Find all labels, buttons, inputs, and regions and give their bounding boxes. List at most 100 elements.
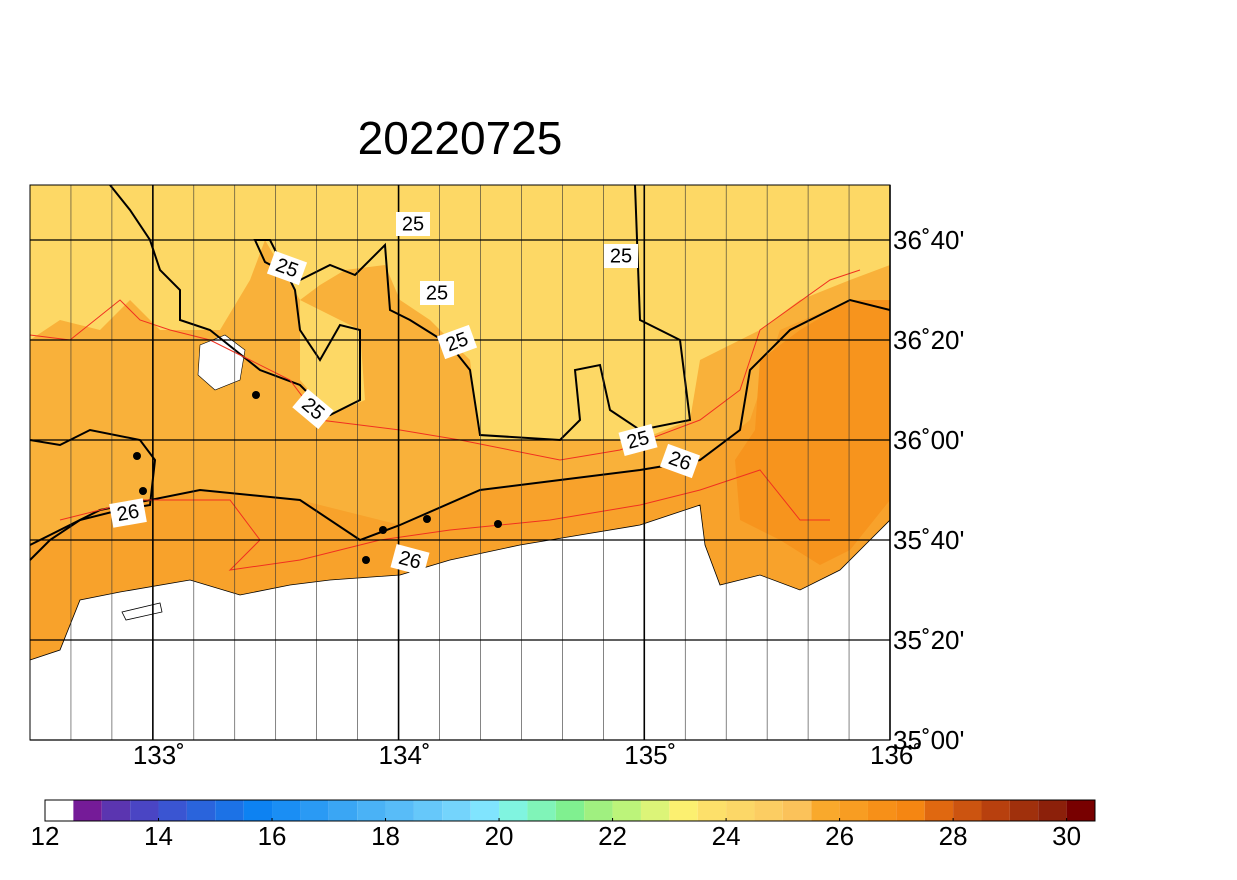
colorbar-bin [640, 800, 670, 821]
lon-label: 136˚ [870, 740, 922, 770]
contour-label: 26 [109, 498, 147, 528]
colorbar-bin [73, 800, 102, 821]
contour-label-box [390, 544, 430, 576]
colorbar-bin [924, 800, 954, 821]
colorbar-tick-label: 30 [1052, 821, 1081, 851]
lat-label: 35˚40' [893, 525, 964, 555]
lat-label: 36˚20' [893, 325, 964, 355]
contour-label-box [109, 498, 147, 528]
contour-label-box [292, 388, 334, 430]
colorbar: 12 14 16 18 20 22 24 26 28 30 [31, 799, 1096, 851]
zone-27 [735, 300, 890, 565]
zone-25-b [300, 300, 365, 415]
colorbar-bin [130, 800, 159, 821]
colorbar-bin [811, 800, 840, 821]
colorbar-bin [726, 800, 755, 821]
graticule [29, 185, 891, 741]
colorbar-bin [215, 800, 244, 821]
map-fill [29, 184, 891, 740]
colorbar-tick-label: 16 [258, 821, 287, 851]
station [494, 520, 502, 528]
colorbar-bin [1009, 800, 1039, 821]
colorbar-bin [896, 800, 925, 821]
contour-label: 25 [266, 250, 308, 286]
colorbar-bin [413, 800, 443, 821]
coastline [29, 504, 891, 661]
colorbar-tick-label: 14 [144, 821, 173, 851]
colorbar-tick-label: 28 [939, 821, 968, 851]
contour-26 [29, 298, 891, 546]
lat-label: 35˚00' [893, 725, 964, 755]
colorbar-bin [45, 800, 74, 821]
colorbar-bin [839, 800, 868, 821]
colorbar-bin [357, 800, 386, 821]
colorbar-tick-label: 22 [598, 821, 627, 851]
contour-label: 25 [618, 424, 658, 456]
colorbar-bin [953, 800, 982, 821]
colorbar-bin [981, 800, 1010, 821]
contour-label-text: 26 [115, 501, 141, 527]
colorbar-bin [470, 800, 500, 821]
colorbar-bin [300, 800, 329, 821]
colorbar-bin [272, 800, 301, 821]
colorbar-bin [385, 800, 414, 821]
colorbar-tick-label: 26 [825, 821, 854, 851]
colorbar-bin [669, 800, 698, 821]
station [423, 515, 431, 523]
contour-label-text: 25 [402, 213, 424, 235]
colorbar-bin [101, 800, 131, 821]
contour-label-box [436, 324, 478, 360]
zone-25 [30, 185, 890, 440]
colorbar-bin [158, 800, 187, 821]
lat-label: 36˚40' [893, 225, 964, 255]
contour-label-box [266, 250, 308, 286]
contour-label: 26 [390, 544, 430, 576]
station [379, 526, 387, 534]
contour-label-box [396, 212, 430, 236]
station [133, 452, 141, 460]
colorbar-bin [584, 800, 613, 821]
colorbar-bin [442, 800, 471, 821]
map-frame [29, 184, 891, 741]
island [121, 602, 163, 621]
lat-label: 36˚00' [893, 425, 964, 455]
colorbar-tick-label: 12 [31, 821, 60, 851]
colorbar-bin [1038, 800, 1067, 821]
contour-label-text: 25 [426, 282, 448, 304]
colorbar-bin [1066, 800, 1095, 821]
colorbar-bin [612, 800, 641, 821]
contour-label-box [420, 281, 454, 305]
colorbar-bin [328, 800, 358, 821]
contour-label-box [618, 424, 658, 456]
zone-26 [30, 300, 890, 660]
contour-label: 25 [604, 244, 638, 268]
colorbar-bin [754, 800, 783, 821]
colorbar-bin [186, 800, 216, 821]
colorbar-frame [44, 799, 1096, 822]
contour-27 [29, 269, 861, 461]
colorbar-bin [243, 800, 273, 821]
lat-label: 35˚20' [893, 625, 964, 655]
contour-label-box [604, 244, 638, 268]
colorbar-bin [782, 800, 812, 821]
stations [133, 391, 502, 564]
lon-label: 134˚ [379, 740, 431, 770]
map-title: 20220725 [358, 112, 563, 164]
contour-label-text: 25 [610, 245, 632, 267]
station [252, 391, 260, 399]
axis-labels: 133˚ 134˚ 135˚ 136˚35˚00' 35˚20' 35˚40' 36˚00'… [133, 225, 965, 770]
colorbar-bin [499, 800, 528, 821]
colorbar-tick-label: 24 [712, 821, 741, 851]
station [362, 556, 370, 564]
contour-label: 25 [420, 281, 454, 305]
lon-label: 135˚ [624, 740, 676, 770]
colorbar-tick-label: 20 [485, 821, 514, 851]
station [139, 487, 147, 495]
colorbar-bin [527, 800, 556, 821]
colorbar-bin [555, 800, 585, 821]
contour-label: 25 [396, 212, 430, 236]
contour-label-box [659, 443, 701, 479]
colorbar-bin [867, 800, 897, 821]
